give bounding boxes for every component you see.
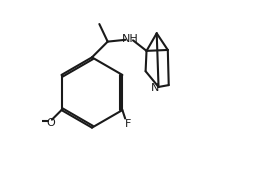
Text: N: N: [151, 83, 160, 92]
Text: NH: NH: [122, 34, 138, 44]
Text: F: F: [125, 119, 131, 129]
Text: O: O: [47, 118, 55, 128]
